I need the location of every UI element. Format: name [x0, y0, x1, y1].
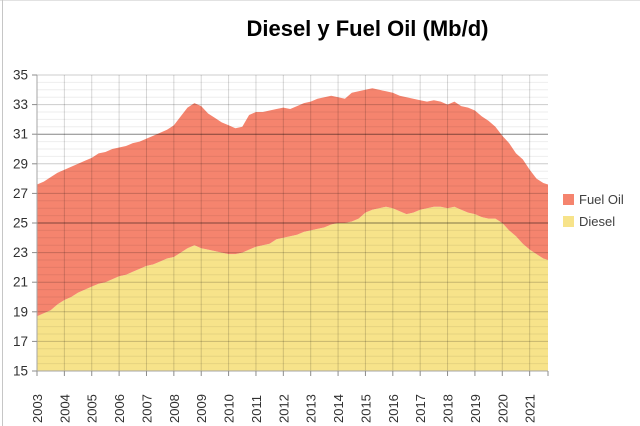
legend: Fuel Oil Diesel: [563, 192, 624, 229]
legend-label-fuel-oil: Fuel Oil: [579, 192, 624, 207]
x-tick-label: 2006: [112, 394, 127, 423]
diesel-swatch-icon: [563, 216, 574, 227]
x-tick-label: 2015: [358, 394, 373, 423]
x-tick-label: 2014: [331, 394, 346, 423]
x-tick-label: 2013: [304, 394, 319, 423]
y-tick-label: 27: [13, 186, 28, 201]
y-tick-label: 21: [13, 275, 28, 290]
legend-item-fuel-oil: Fuel Oil: [563, 192, 624, 207]
x-tick-label: 2011: [249, 395, 264, 423]
y-tick-label: 17: [13, 334, 28, 349]
x-tick-label: 2007: [139, 394, 154, 423]
x-tick-label: 2005: [85, 394, 100, 423]
x-tick-label: 2012: [276, 394, 291, 423]
x-tick-label: 2008: [167, 394, 182, 423]
left-border-line: [2, 0, 3, 426]
top-border-line: [0, 0, 640, 1]
x-tick-label: 2019: [468, 394, 483, 423]
y-tick-label: 15: [13, 364, 28, 379]
y-tick-label: 19: [13, 304, 28, 319]
gridlines: [36, 74, 548, 372]
fuel-oil-swatch-icon: [563, 194, 574, 205]
x-tick-label: 2018: [441, 394, 456, 423]
x-tick-label: 2020: [495, 394, 510, 423]
y-tick-label: 35: [13, 68, 28, 83]
axes: [32, 74, 549, 376]
y-tick-label: 29: [13, 156, 28, 171]
x-tick-label: 2004: [57, 394, 72, 423]
y-tick-label: 33: [13, 97, 28, 112]
x-tick-label: 2009: [194, 394, 209, 423]
x-tick-label: 2021: [523, 394, 538, 423]
y-tick-label: 23: [13, 245, 28, 260]
fuel-oil-area: [37, 88, 548, 317]
y-tick-label: 31: [13, 127, 28, 142]
legend-label-diesel: Diesel: [579, 214, 616, 229]
chart-title: Diesel y Fuel Oil (Mb/d): [246, 16, 489, 41]
y-tick-label: 25: [13, 216, 28, 231]
diesel-area: [37, 206, 548, 371]
x-tick-label: 2016: [386, 394, 401, 423]
x-tick-label: 2017: [413, 394, 428, 423]
legend-item-diesel: Diesel: [563, 214, 624, 229]
x-tick-label: 2010: [222, 394, 237, 423]
x-tick-label: 2003: [30, 394, 45, 423]
